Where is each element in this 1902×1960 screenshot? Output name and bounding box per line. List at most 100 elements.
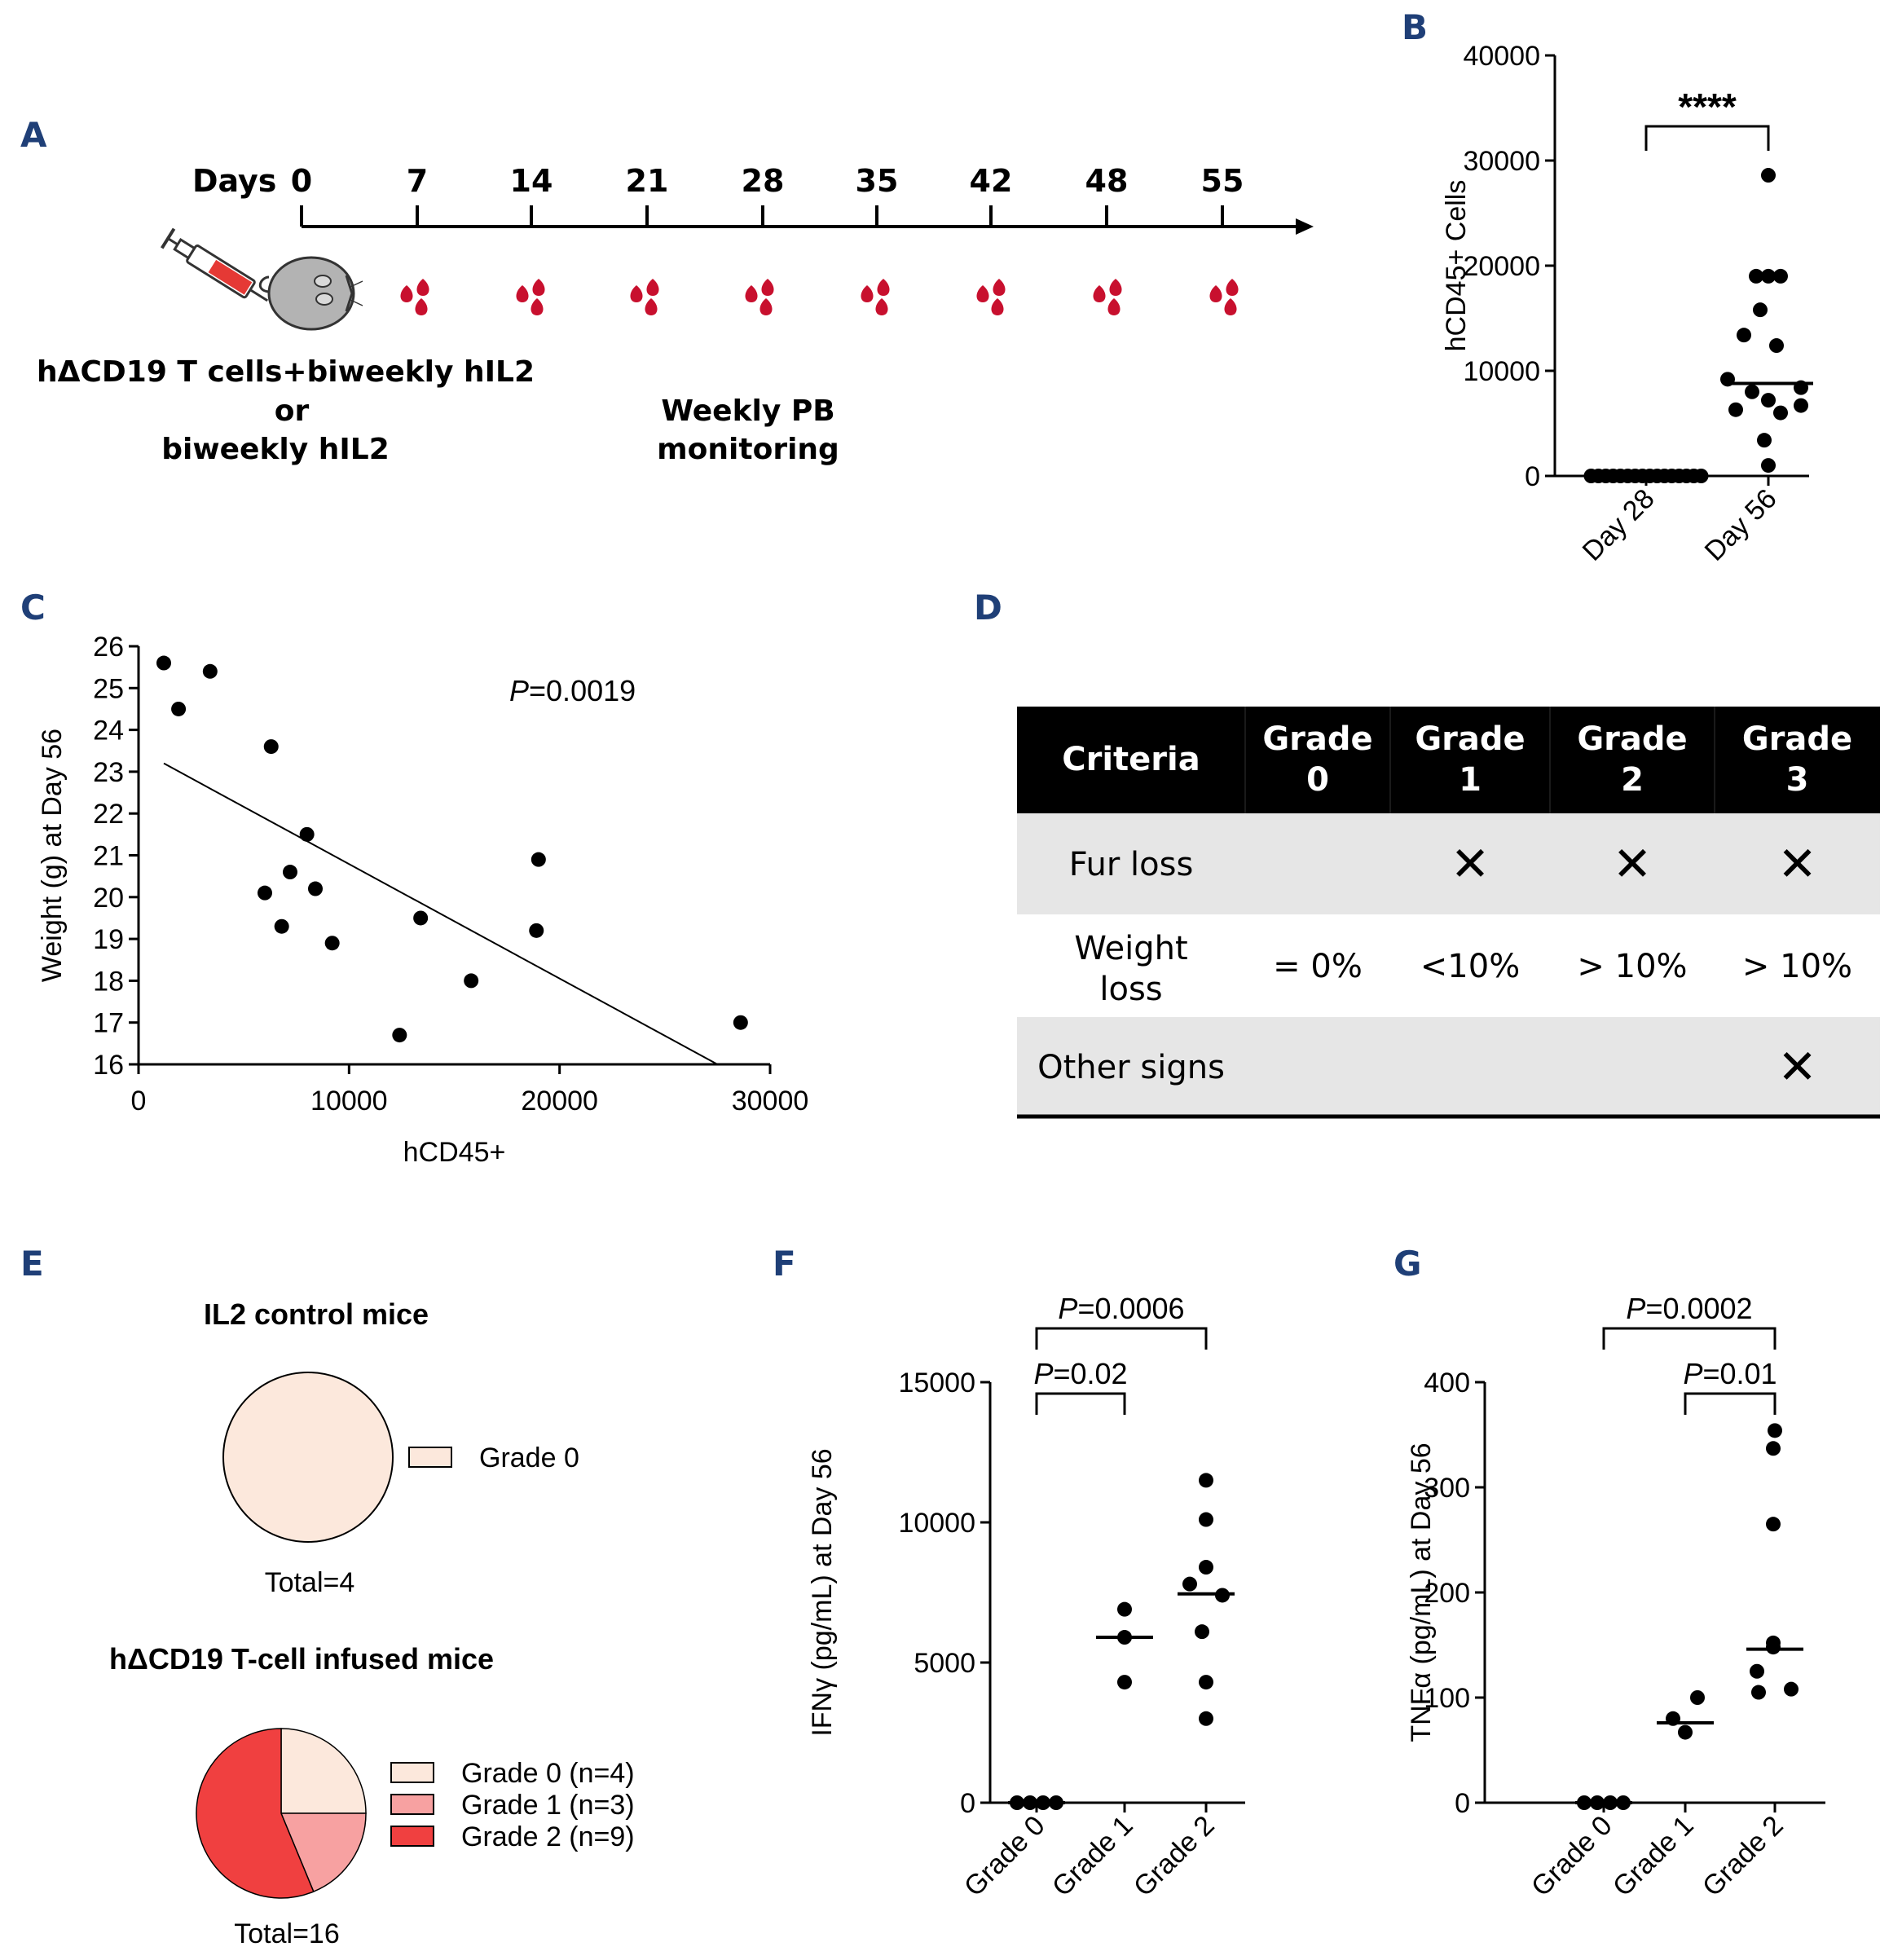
significance-stars: ****	[1678, 86, 1737, 128]
treatment-line-2: biweekly hIL2	[161, 433, 390, 466]
p-italic: P	[1058, 1292, 1077, 1325]
data-point	[156, 655, 171, 671]
blood-drop	[415, 298, 428, 315]
x-tick-label: 30000	[732, 1086, 809, 1117]
p-value: =0.0002	[1645, 1292, 1752, 1325]
blood-drop	[761, 279, 774, 296]
data-point	[529, 923, 544, 938]
treatment-or: or	[275, 394, 310, 428]
table-header-cell: Grade	[1262, 720, 1372, 758]
y-axis-label: hCD45+ Cells	[1441, 180, 1472, 352]
data-point	[1751, 1685, 1766, 1700]
table-cell: > 10%	[1577, 948, 1687, 985]
monitoring-line-1: Weekly PB	[661, 394, 834, 428]
timeline-ticks	[300, 205, 1224, 227]
y-tick-label: 20000	[1463, 251, 1540, 282]
data-point	[308, 881, 323, 896]
data-point	[283, 865, 297, 880]
y-tick-label: 0	[1525, 461, 1540, 492]
table-header-cell: 0	[1306, 761, 1329, 799]
panel-letter-a: A	[20, 115, 47, 155]
y-tick-label: 17	[93, 1008, 124, 1039]
blood-drop	[976, 285, 989, 302]
chart-g: 0 100 200 300 400 TNFα (pg/mL) at Day 56 Grade…	[1406, 1292, 1825, 1903]
bracket-label: P=0.0002	[1626, 1292, 1752, 1325]
legend-label: Grade 2 (n=9)	[461, 1821, 635, 1852]
x-axis-label: hCD45+	[403, 1137, 506, 1168]
data-point	[1749, 268, 1763, 284]
syringe-icon	[161, 227, 269, 302]
p-value: =0.01	[1702, 1357, 1777, 1390]
blood-drops	[400, 279, 1239, 315]
day-label: 7	[407, 163, 428, 199]
blood-drop	[531, 298, 544, 315]
panel-letter-b: B	[1402, 7, 1428, 47]
y-tick-label: 10000	[1463, 356, 1540, 387]
data-point	[1769, 338, 1784, 354]
data-point	[1693, 469, 1709, 483]
infused-pie	[196, 1728, 367, 1899]
blood-drop	[646, 279, 659, 296]
data-point	[1766, 1441, 1781, 1456]
panel-letter-e: E	[20, 1244, 44, 1284]
p-italic: P	[1683, 1357, 1702, 1390]
timeline-arrowhead	[1296, 218, 1314, 235]
p-value: =0.0006	[1077, 1292, 1184, 1325]
x-tick-label: Grade 1	[1046, 1810, 1139, 1903]
y-tick-label: 40000	[1463, 41, 1540, 72]
table-row-label: Fur loss	[1069, 846, 1194, 883]
regression-line	[163, 762, 718, 1065]
legend-label: Grade 0 (n=4)	[461, 1758, 635, 1789]
treatment-line-1: hΔCD19 T cells+biweekly hIL2	[37, 355, 535, 389]
data-point	[1678, 1724, 1693, 1740]
data-point	[1199, 1473, 1213, 1488]
data-point	[1768, 1423, 1782, 1438]
data-point	[1728, 402, 1743, 417]
data-point	[171, 701, 187, 716]
significance-bracket	[1684, 1392, 1777, 1415]
table-cell: > 10%	[1742, 948, 1852, 985]
blood-drop	[1209, 285, 1222, 302]
x-tick-label: Day 56	[1699, 483, 1783, 567]
y-tick-label: 0	[960, 1788, 975, 1819]
table-header-cell: Grade	[1742, 720, 1852, 758]
y-tick-label: 26	[93, 632, 124, 663]
data-point	[1182, 1576, 1197, 1592]
table-header-cell: 1	[1459, 761, 1482, 799]
day-label: 28	[742, 163, 785, 199]
y-axis-label: Weight (g) at Day 56	[37, 729, 68, 982]
table-header-cell: 2	[1621, 761, 1644, 799]
y-tick-label: 300	[1424, 1473, 1470, 1504]
data-point	[299, 826, 315, 842]
data-point	[1761, 268, 1776, 284]
x-tick-label: Grade 2	[1128, 1810, 1221, 1903]
control-legend-label: Grade 0	[479, 1442, 579, 1473]
chart-b: 0 10000 20000 30000 40000 hCD45+ Cells Day 28 D…	[1441, 41, 1813, 567]
data-point	[1761, 458, 1776, 473]
blood-drop	[1109, 279, 1122, 296]
data-point	[733, 1015, 748, 1030]
data-point	[464, 973, 479, 989]
y-axis-label: IFNγ (pg/mL) at Day 56	[807, 1448, 838, 1736]
table-row-shade	[1017, 813, 1880, 914]
blood-drop	[645, 298, 658, 315]
data-point	[1761, 168, 1776, 183]
y-tick-label: 0	[1455, 1788, 1470, 1819]
blood-drop	[745, 285, 758, 302]
day-label: 35	[856, 163, 899, 199]
blood-drop-icon	[976, 279, 1006, 315]
chart-f: 0 5000 10000 15000 IFNγ (pg/mL) at Day 56 Gra…	[807, 1292, 1245, 1903]
x-tick-label: Grade 0	[1526, 1810, 1618, 1903]
panel-e: E IL2 control mice Grade 0 Total=4 hΔCD1…	[20, 1244, 635, 1949]
y-tick-label: 22	[93, 799, 124, 830]
table-cell-cross: ✕	[1777, 836, 1817, 892]
blood-drop-icon	[1209, 279, 1239, 315]
p-italic: P	[1033, 1357, 1053, 1390]
bracket-label: P=0.0006	[1058, 1292, 1184, 1325]
x-tick-label: 20000	[521, 1086, 598, 1117]
panel-f: F 0 5000 10000 15000 IFNγ (pg/mL) at Day 56 G…	[773, 1244, 1245, 1903]
y-tick-label: 20	[93, 883, 124, 914]
infused-total: Total=16	[234, 1918, 340, 1949]
